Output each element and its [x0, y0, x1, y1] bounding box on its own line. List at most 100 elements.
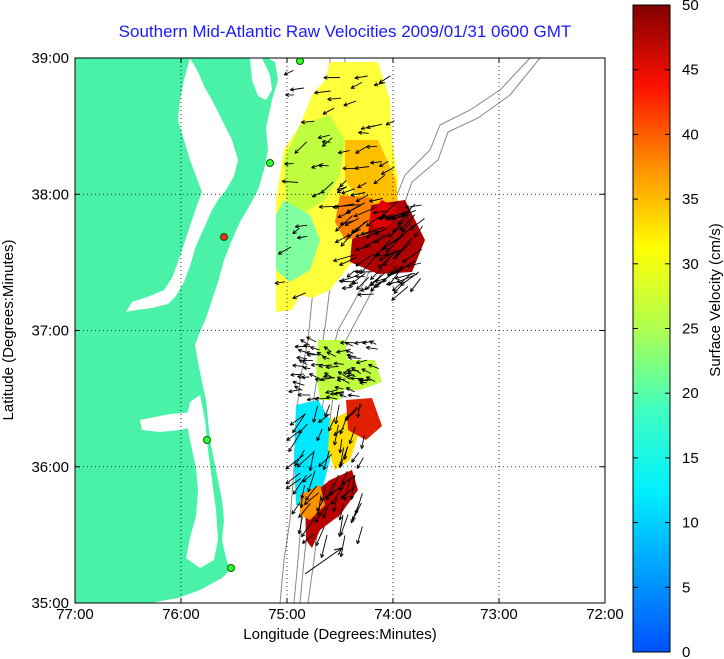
- current-vector: [298, 503, 311, 519]
- current-vector: [285, 478, 302, 490]
- current-vector: [314, 507, 327, 523]
- current-vector: [338, 439, 343, 454]
- current-vector: [307, 470, 316, 493]
- current-vector: [348, 282, 359, 287]
- current-vector: [369, 198, 383, 203]
- current-vector: [288, 431, 302, 453]
- current-vector: [365, 144, 378, 149]
- colorbar-tick-label: 30: [682, 256, 699, 273]
- current-vector: [336, 377, 346, 382]
- current-vector: [334, 235, 348, 243]
- current-vector: [336, 348, 351, 354]
- current-vector: [330, 485, 345, 505]
- current-vector: [323, 346, 332, 353]
- current-vector: [365, 345, 378, 350]
- current-vector: [333, 361, 344, 366]
- current-vector: [356, 526, 363, 545]
- current-vector: [356, 276, 370, 291]
- current-vector: [339, 256, 358, 266]
- current-vector: [297, 392, 311, 398]
- current-vector: [339, 514, 349, 536]
- current-vector: [320, 181, 334, 194]
- current-vector: [339, 393, 347, 398]
- current-vector: [294, 344, 307, 349]
- current-vector: [306, 352, 320, 358]
- current-vector: [381, 201, 398, 217]
- current-vector: [300, 120, 315, 125]
- current-vector: [386, 280, 403, 286]
- current-vector: [289, 87, 304, 92]
- current-vector: [365, 216, 380, 227]
- current-vector: [305, 485, 317, 501]
- current-vector: [292, 227, 300, 235]
- current-vector: [365, 230, 380, 239]
- current-vector: [316, 428, 323, 442]
- current-vector: [311, 163, 324, 169]
- current-vector: [318, 453, 333, 467]
- current-vector: [351, 452, 360, 463]
- y-axis-label: Latitude (Degrees:Minutes): [0, 240, 17, 421]
- current-vector: [350, 192, 366, 197]
- current-vector: [290, 372, 304, 377]
- y-tick-label: 37:00: [31, 323, 69, 340]
- current-vector: [344, 341, 354, 347]
- current-vector: [385, 236, 403, 253]
- current-vector: [323, 75, 340, 80]
- y-axis-ticks: 39:00 38:00 37:00 36:00 35:00: [31, 50, 605, 612]
- current-vector: [358, 130, 369, 135]
- colorbar-tick-label: 10: [682, 515, 699, 532]
- current-vector: [292, 380, 305, 386]
- albemarle-sound: [140, 412, 200, 432]
- colorbar-tick-label: 15: [682, 450, 699, 467]
- current-vector: [365, 376, 376, 382]
- current-vector: [378, 160, 389, 168]
- current-vector: [329, 474, 339, 496]
- current-vector: [338, 503, 344, 521]
- current-vector: [346, 373, 355, 378]
- current-vector: [351, 367, 362, 374]
- current-vector: [374, 234, 390, 244]
- current-vector: [414, 225, 423, 238]
- current-vector: [316, 495, 322, 517]
- current-vector: [356, 402, 361, 418]
- y-tick-label: 38:00: [31, 186, 69, 203]
- current-vector: [409, 278, 421, 293]
- current-vector: [318, 204, 336, 209]
- current-vector: [332, 497, 338, 513]
- current-vector: [324, 372, 333, 379]
- current-vector: [325, 395, 338, 400]
- current-vector: [342, 166, 358, 171]
- current-vector: [298, 359, 308, 366]
- current-vector: [328, 417, 336, 432]
- current-vector: [347, 393, 360, 398]
- current-vector: [360, 256, 376, 274]
- current-vector: [343, 478, 351, 501]
- current-vector: [338, 447, 345, 469]
- current-vector: [310, 346, 320, 351]
- colorbar-tick-label: 25: [682, 321, 699, 338]
- current-vector: [354, 75, 368, 80]
- colorbar-tick-label: 0: [682, 644, 690, 659]
- current-vector: [339, 180, 347, 188]
- current-vector: [281, 179, 299, 184]
- current-vector: [385, 120, 395, 126]
- current-vector: [334, 404, 340, 425]
- current-vector: [373, 174, 385, 185]
- current-vector: [337, 150, 350, 155]
- colorbar-tick-label: 35: [682, 191, 699, 208]
- current-vector: [302, 365, 311, 371]
- colorbar-tick-label: 20: [682, 385, 699, 402]
- current-vector: [350, 502, 361, 524]
- x-tick-label: 73:00: [480, 606, 518, 623]
- pamlico-sound: [186, 395, 218, 568]
- current-vector: [370, 267, 383, 281]
- current-vector: [382, 238, 399, 250]
- current-vector: [317, 134, 330, 140]
- y-tick-label: 35:00: [31, 595, 69, 612]
- current-vector: [294, 224, 308, 229]
- current-vector: [292, 413, 306, 434]
- current-vector: [335, 204, 360, 209]
- current-vector: [368, 363, 379, 370]
- current-vector: [301, 533, 314, 544]
